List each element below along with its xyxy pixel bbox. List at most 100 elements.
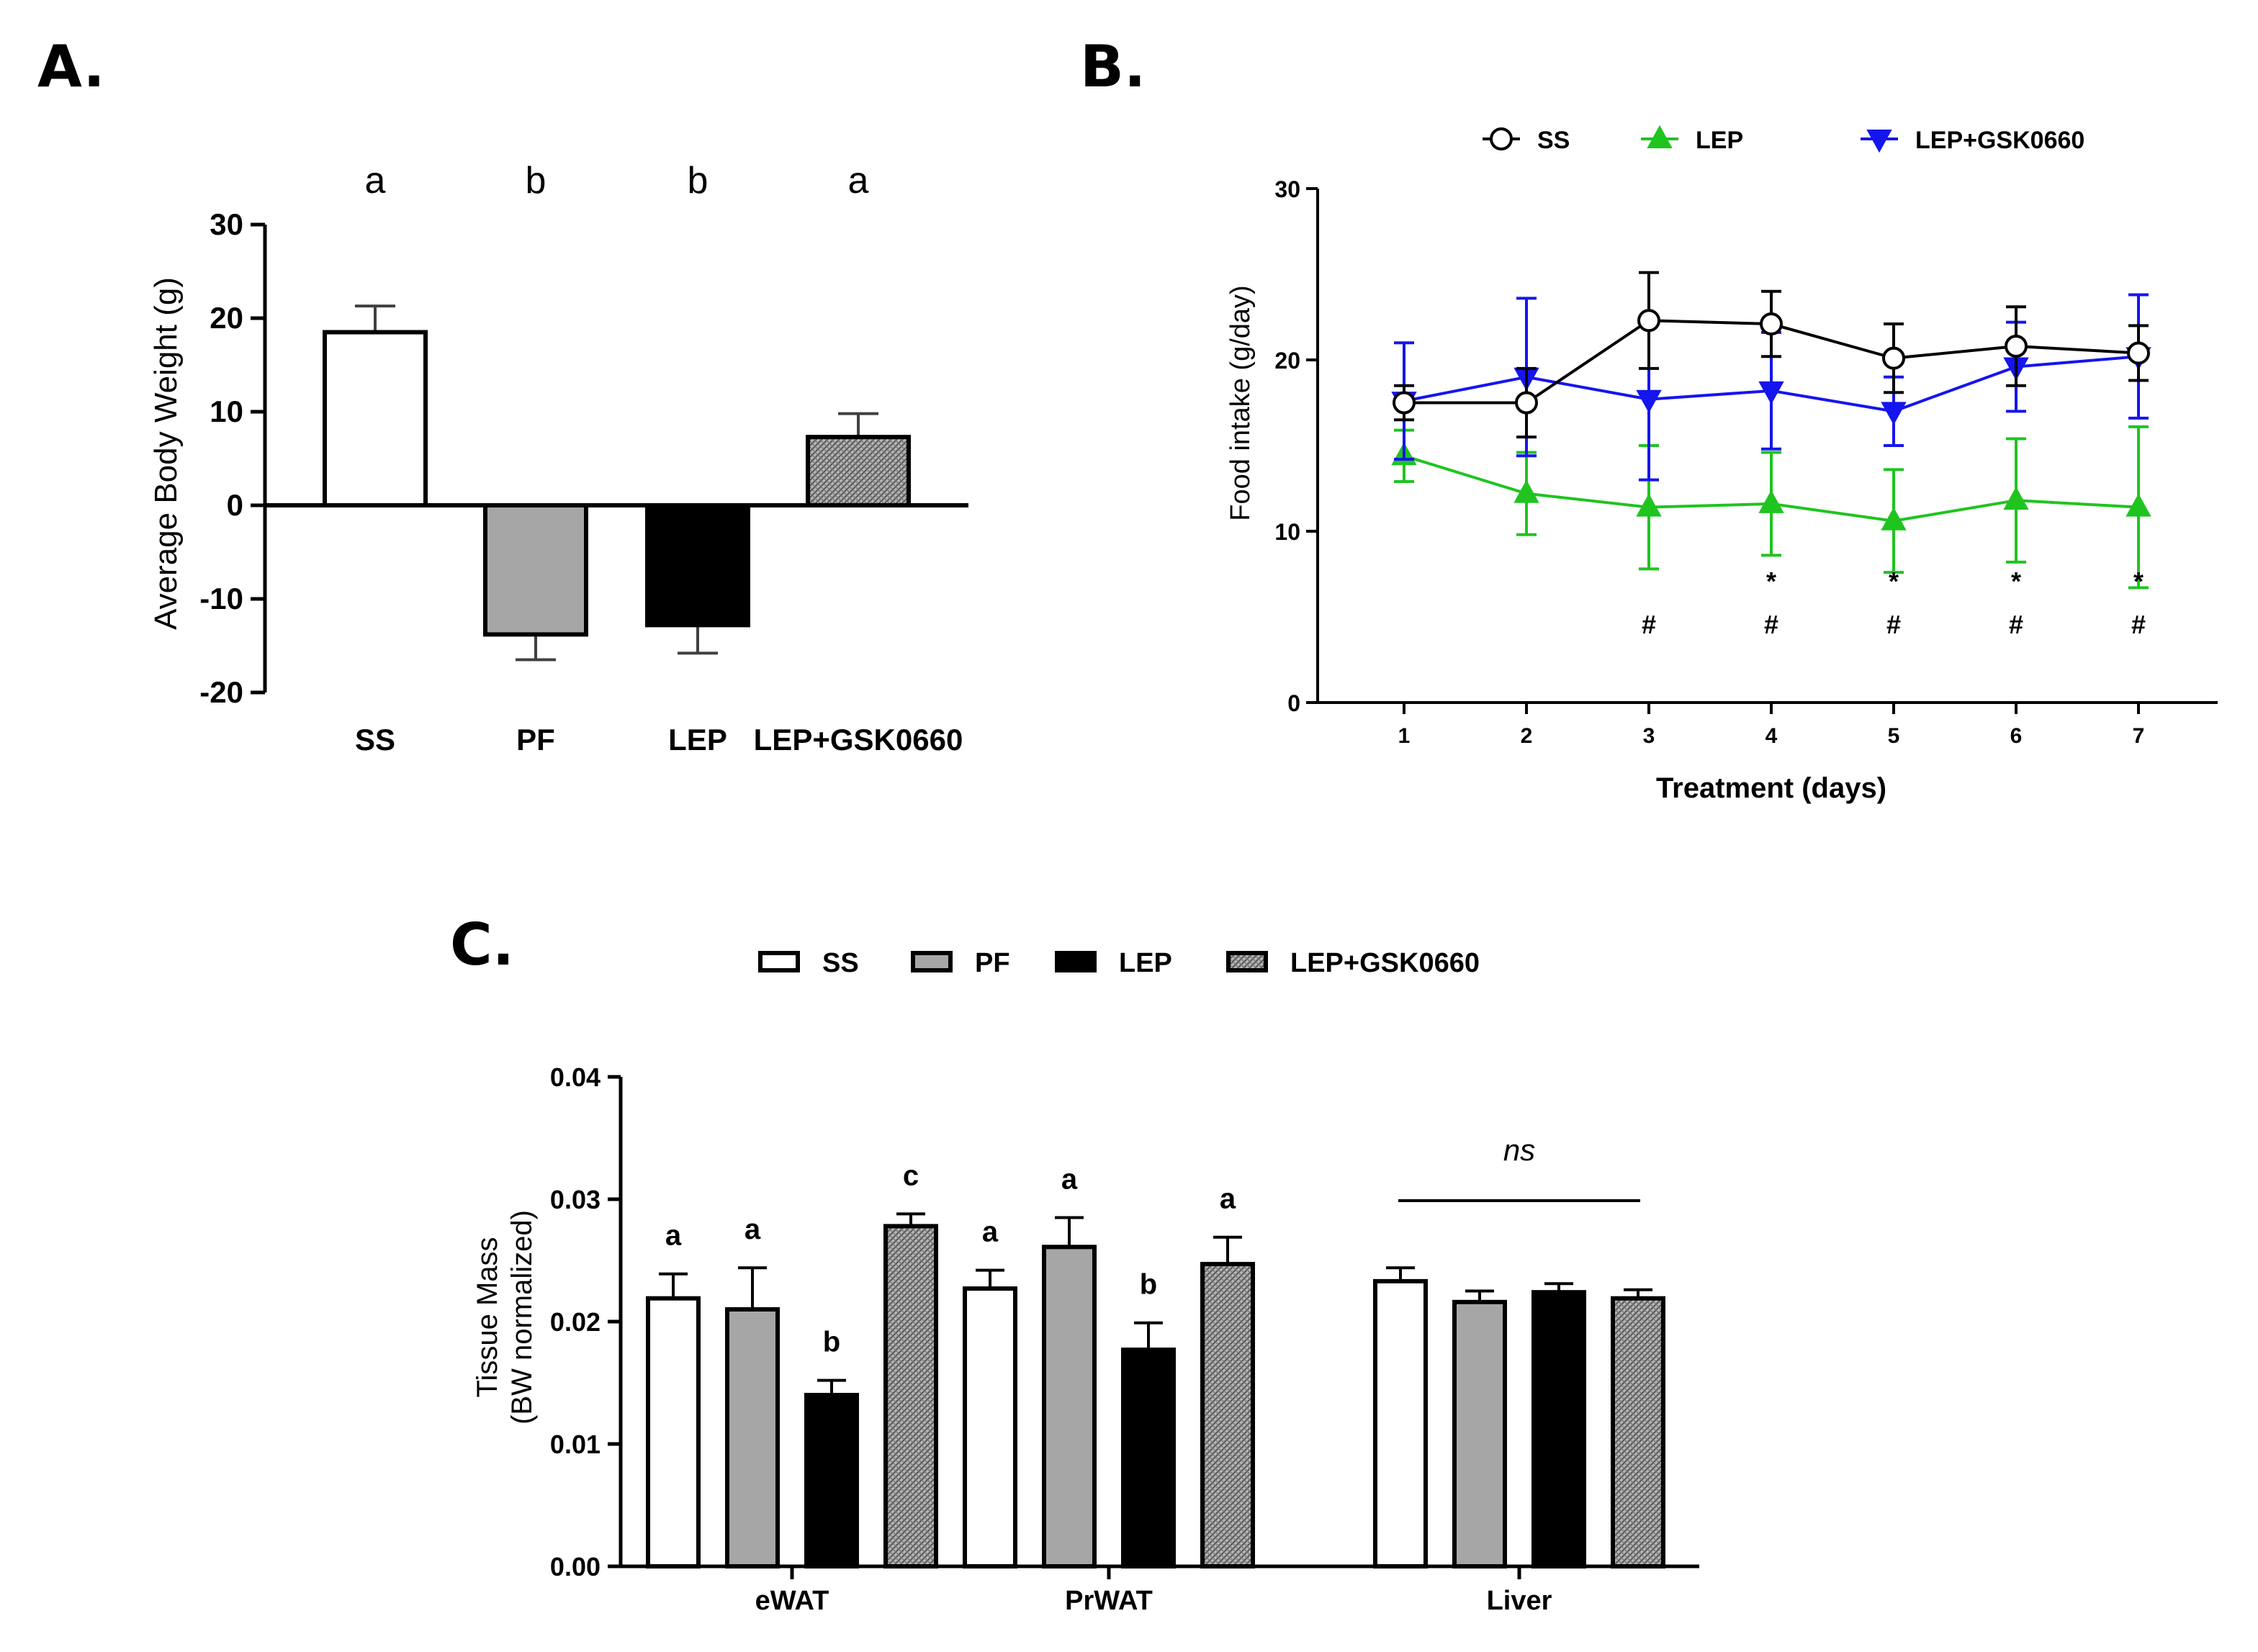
panel-b-point-lep [2126,493,2151,517]
panel-b-line-chart: Food intake (g/day) Treatment (days) 30 2… [1225,125,2218,804]
panel-b-x-tick-label: 4 [1766,724,1778,748]
panel-c-significance-label: b [1140,1269,1157,1301]
panel-c-bar-chart: Tissue Mass (BW normalized) 0.04 0.03 0.02… [472,948,1699,1616]
panel-a-letter: A. [37,33,105,100]
panel-b-point-ss [1637,309,1660,333]
panel-b-legend-marker [1647,125,1673,148]
panel-b-y-tick-label: 20 [1274,348,1300,374]
panel-a-x-label: SS [355,723,395,757]
panel-a-x-label: LEP+GSK0660 [754,723,963,757]
panel-b-x-tick-label: 5 [1888,724,1900,748]
panel-b-annotation-mark: # [1642,610,1656,639]
panel-c-x-label: Liver [1487,1586,1552,1616]
panel-b-point-ss [1393,391,1416,415]
panel-c-legend-label: LEP+GSK0660 [1290,948,1480,978]
panel-a-bar-chart: Average Body Weight (g) 30 20 10 0 -10 -20 SS a… [148,160,968,757]
panel-a-ylabel: Average Body Weight (g) [148,277,184,630]
panel-b-legend-marker [1490,127,1513,150]
panel-c-bar-lep-gsk0660 [1611,1296,1665,1569]
panel-a-bar-lep [645,503,750,628]
panel-b-xlabel: Treatment (days) [1656,772,1886,804]
panel-b-annotation-mark: * [1889,567,1899,596]
panel-b-x-tick-label: 2 [1521,724,1533,748]
panel-a-x-label: PF [516,723,555,757]
panel-b-legend-marker [1866,130,1892,153]
panel-b-point-lep [1513,479,1539,503]
panel-c-x-label: PrWAT [1065,1586,1153,1616]
panel-a-bar-lep+gsk0660 [806,435,911,507]
panel-b-annotation-mark: * [1766,567,1776,596]
panel-c-significance-label: a [745,1214,761,1245]
panel-b-point-lep-gsk0660 [1758,381,1784,405]
panel-a-significance-label: b [526,160,546,202]
panel-b-y-tick-label: 0 [1287,690,1300,716]
panel-c-y-tick-label: 0.00 [550,1552,601,1581]
panel-c-significance-label: b [823,1327,840,1358]
panel-c-ylabel-line2: (BW normalized) [506,1210,538,1425]
panel-c-legend-swatch [758,951,800,972]
panel-a-significance-label: a [848,160,869,202]
panel-b-annotation-mark: # [2131,610,2146,639]
panel-c-significance-label: c [903,1160,919,1191]
panel-a-y-tick-label: -20 [199,675,243,709]
panel-b-point-ss [1760,312,1783,336]
panel-b-ylabel: Food intake (g/day) [1225,285,1256,520]
panel-a-y-tick-label: 20 [210,301,243,335]
panel-a-y-tick-label: 10 [210,394,243,428]
panel-c-legend-label: LEP [1119,948,1172,978]
panel-c-significance-label: a [1220,1183,1236,1215]
panel-b-letter: B. [1080,33,1146,100]
panel-c-significance-label: a [982,1217,999,1248]
panel-c-legend-label: PF [975,948,1010,978]
panel-b-annotation-mark: # [1764,610,1778,639]
panel-c-legend-swatch [911,951,953,972]
panel-b-legend-label: SS [1537,127,1570,154]
panel-b-y-tick-label: 30 [1274,176,1300,202]
panel-c-bar-lep [1121,1348,1176,1569]
panel-c-ns-label: ns [1503,1133,1535,1167]
panel-a-y-tick-label: 30 [210,207,243,241]
panel-a-significance-label: a [365,160,386,202]
panel-c-ylabel-line1: Tissue Mass [472,1237,503,1397]
panel-a-significance-label: b [688,160,709,202]
panel-c-bar-pf [725,1307,780,1569]
panel-b-point-lep-gsk0660 [1881,402,1907,425]
panel-b-point-lep [2003,487,2029,510]
panel-b-annotation-mark: # [1886,610,1901,639]
panel-b-point-lep [1636,493,1662,517]
panel-c-y-tick-label: 0.01 [550,1430,601,1459]
panel-b-y-tick-label: 10 [1274,519,1300,545]
panel-b-legend-label: LEP [1696,127,1743,154]
panel-c-legend-swatch [1055,951,1097,972]
panel-c-bar-ss [646,1296,701,1569]
panel-c-letter: C. [450,911,514,978]
panel-c-y-tick-label: 0.02 [550,1307,601,1337]
panel-b-x-tick-label: 7 [2133,724,2145,748]
panel-c-bar-lep-gsk0660 [883,1224,938,1569]
panel-c-bar-ss [1373,1278,1428,1569]
panel-b-point-ss [1882,346,1905,370]
panel-b-x-tick-label: 6 [2010,724,2023,748]
panel-b-point-lep-gsk0660 [1636,389,1662,413]
panel-c-bar-lep [804,1393,859,1569]
panel-c-y-tick-label: 0.03 [550,1185,601,1214]
panel-b-legend-label: LEP+GSK0660 [1915,127,2084,154]
panel-b-annotation-mark: * [2133,567,2144,596]
panel-c-bar-pf [1452,1299,1507,1569]
panel-c-legend-swatch [1226,951,1268,972]
panel-c-significance-label: a [665,1220,682,1252]
panel-c-bar-lep [1531,1290,1586,1569]
panel-a-bar-ss [323,330,428,507]
panel-b-annotation-mark: * [2011,567,2021,596]
panel-b-annotation-mark: # [2009,610,2023,639]
panel-c-bar-lep-gsk0660 [1200,1262,1255,1569]
panel-c-legend-label: SS [822,948,859,978]
panel-b-point-lep [1881,507,1907,531]
panel-a-y-tick-label: 0 [227,488,243,522]
panel-a-y-tick-label: -10 [199,582,243,615]
panel-b-point-ss [1515,391,1538,415]
panel-b-point-lep [1758,489,1784,513]
panel-a-x-label: LEP [668,723,727,757]
panel-b-point-ss [2005,334,2028,358]
panel-c-bar-ss [963,1286,1017,1569]
